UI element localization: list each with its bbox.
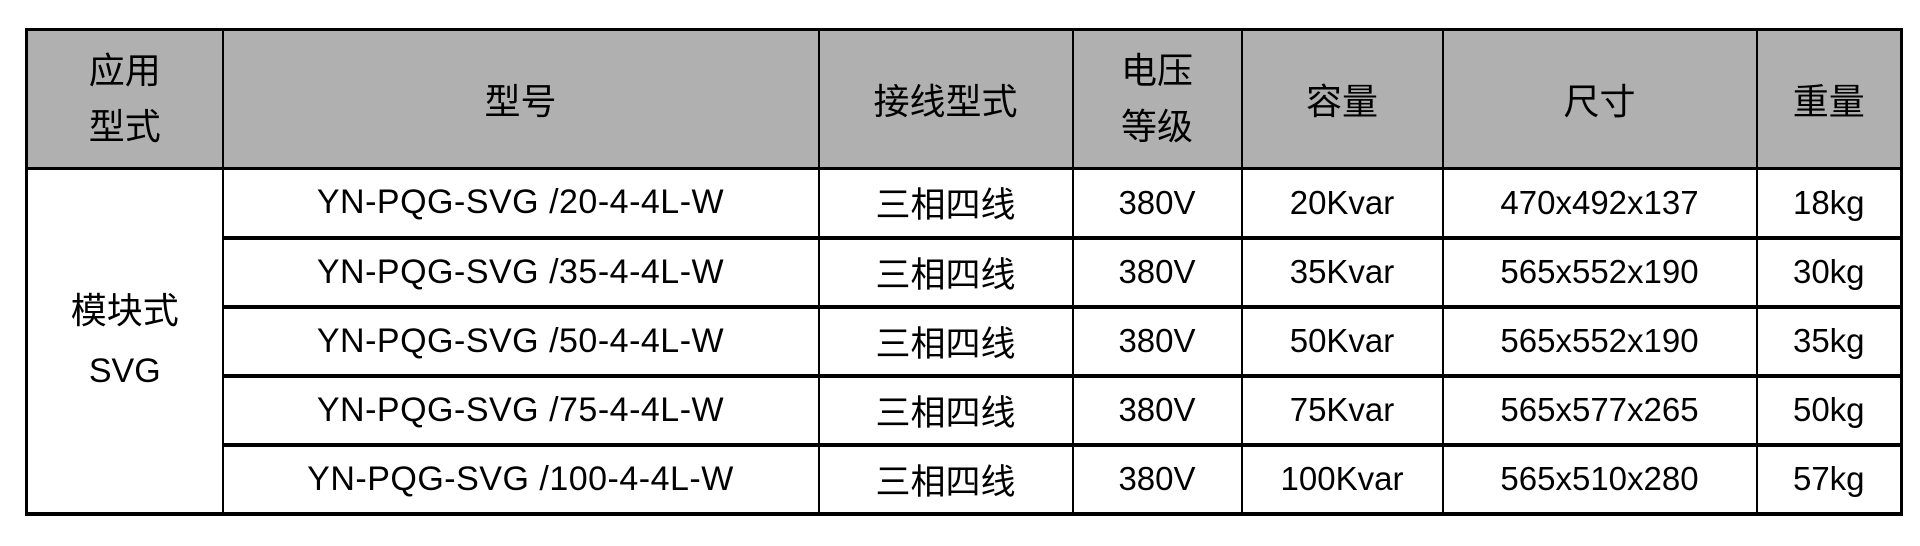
cell-capacity: 100Kvar [1240, 443, 1444, 516]
product-spec-table: 应用 型式 型号 接线型式 电压 等级 容量 尺寸 重量 模块式 SVG YN-… [25, 28, 1903, 516]
cell-weight: 57kg [1755, 443, 1903, 516]
table-row: 模块式 SVG YN-PQG-SVG /20-4-4L-W 三相四线 380V … [25, 167, 1903, 516]
table-row: YN-PQG-SVG /50-4-4L-W 三相四线 380V 50Kvar 5… [27, 305, 1903, 378]
table-row: YN-PQG-SVG /100-4-4L-W 三相四线 380V 100Kvar… [27, 443, 1903, 516]
cell-model: YN-PQG-SVG /35-4-4L-W [221, 236, 820, 309]
header-cell-dimensions: 尺寸 [1441, 28, 1758, 170]
cell-wiring: 三相四线 [817, 443, 1074, 516]
header-application-type-line1: 应用 [88, 51, 161, 91]
cell-weight: 35kg [1755, 305, 1903, 378]
header-cell-wiring: 接线型式 [817, 28, 1074, 170]
cell-capacity: 35Kvar [1240, 236, 1444, 309]
cell-wiring: 三相四线 [817, 305, 1074, 378]
cell-voltage: 380V [1071, 305, 1243, 378]
cell-dimensions: 565x577x265 [1441, 374, 1758, 447]
table-header: 应用 型式 型号 接线型式 电压 等级 容量 尺寸 重量 [25, 28, 1903, 170]
header-cell-voltage: 电压 等级 [1071, 28, 1243, 170]
table-body: 模块式 SVG YN-PQG-SVG /20-4-4L-W 三相四线 380V … [25, 167, 1903, 516]
cell-dimensions: 565x552x190 [1441, 305, 1758, 378]
header-cell-model: 型号 [221, 28, 820, 170]
cell-weight: 50kg [1755, 374, 1903, 447]
cell-voltage: 380V [1071, 443, 1243, 516]
cell-model: YN-PQG-SVG /20-4-4L-W [221, 167, 820, 240]
cell-wiring: 三相四线 [817, 236, 1074, 309]
table-row: YN-PQG-SVG /75-4-4L-W 三相四线 380V 75Kvar 5… [27, 374, 1903, 447]
header-cell-weight: 重量 [1755, 28, 1903, 170]
cell-model: YN-PQG-SVG /50-4-4L-W [221, 305, 820, 378]
cell-voltage: 380V [1071, 167, 1243, 240]
header-voltage-line1: 电压 [1120, 51, 1193, 91]
header-cell-application-type: 应用 型式 [25, 28, 224, 170]
cell-capacity: 20Kvar [1240, 167, 1444, 240]
group-cell-modular-svg: 模块式 SVG [25, 167, 224, 516]
cell-voltage: 380V [1071, 236, 1243, 309]
header-cell-capacity: 容量 [1240, 28, 1444, 170]
cell-dimensions: 565x510x280 [1441, 443, 1758, 516]
group-label-line1: 模块式 [70, 290, 179, 331]
cell-capacity: 50Kvar [1240, 305, 1444, 378]
group-label-line2: SVG [88, 351, 161, 390]
cell-wiring: 三相四线 [817, 374, 1074, 447]
header-row: 应用 型式 型号 接线型式 电压 等级 容量 尺寸 重量 [25, 28, 1903, 170]
cell-model: YN-PQG-SVG /100-4-4L-W [221, 443, 820, 516]
cell-dimensions: 470x492x137 [1441, 167, 1758, 240]
cell-voltage: 380V [1071, 374, 1243, 447]
cell-weight: 18kg [1755, 167, 1903, 240]
cell-wiring: 三相四线 [817, 167, 1074, 240]
header-application-type-line2: 型式 [88, 107, 161, 147]
cell-dimensions: 565x552x190 [1441, 236, 1758, 309]
header-voltage-line2: 等级 [1120, 107, 1193, 147]
cell-model: YN-PQG-SVG /75-4-4L-W [221, 374, 820, 447]
cell-weight: 30kg [1755, 236, 1903, 309]
cell-capacity: 75Kvar [1240, 374, 1444, 447]
table-row: YN-PQG-SVG /35-4-4L-W 三相四线 380V 35Kvar 5… [27, 236, 1903, 309]
